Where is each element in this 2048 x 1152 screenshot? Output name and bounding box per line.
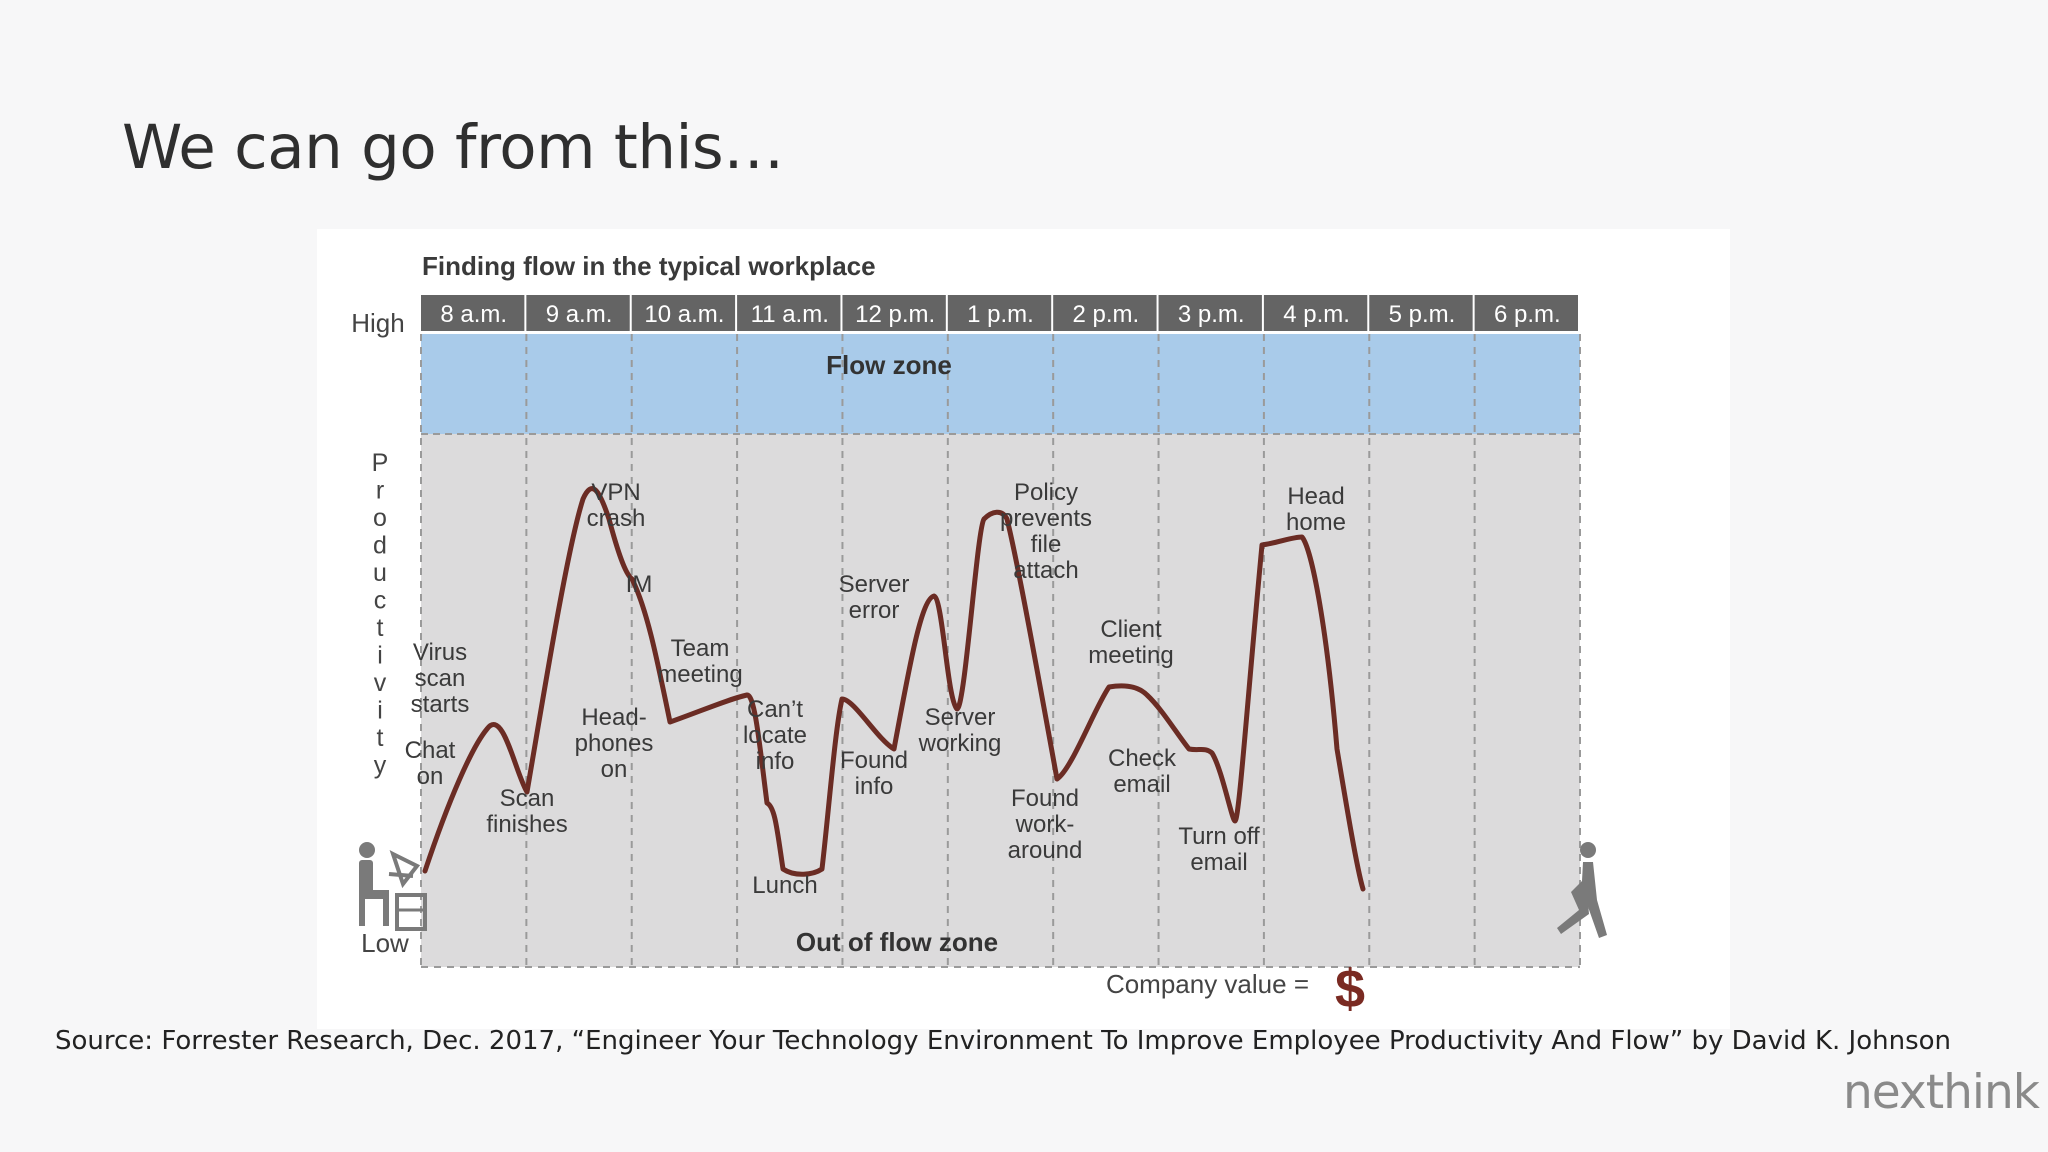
hour-label: 4 p.m. bbox=[1283, 301, 1350, 328]
annotation-cant-locate-info: locate bbox=[743, 722, 807, 749]
y-axis-letter: v bbox=[374, 669, 387, 697]
source-citation: Source: Forrester Research, Dec. 2017, “… bbox=[55, 1026, 1951, 1056]
person-leaving-icon bbox=[1557, 842, 1607, 938]
hour-label: 5 p.m. bbox=[1389, 301, 1456, 328]
annotation-turn-off-email: Turn off bbox=[1178, 823, 1260, 850]
hour-label: 8 a.m. bbox=[440, 301, 507, 328]
company-value-label: Company value = bbox=[1106, 969, 1309, 999]
hour-header-cell bbox=[1369, 295, 1473, 331]
hour-label: 2 p.m. bbox=[1073, 301, 1140, 328]
annotation-policy-prevents: prevents bbox=[1000, 505, 1092, 532]
hour-header-cell bbox=[1263, 295, 1368, 331]
annotation-lunch: Lunch bbox=[752, 872, 817, 899]
hour-label: 6 p.m. bbox=[1494, 301, 1561, 328]
hour-header-cell bbox=[947, 295, 1052, 331]
y-axis-letter: c bbox=[374, 587, 387, 615]
annotation-chat-on: on bbox=[417, 763, 444, 790]
y-axis-productivity-label: Productivity bbox=[372, 449, 389, 780]
annotation-virus-scan: starts bbox=[411, 691, 470, 718]
annotation-im: IM bbox=[626, 571, 653, 598]
annotation-headphones-on: phones bbox=[575, 730, 654, 757]
annotation-team-meeting: Team bbox=[671, 635, 730, 662]
hour-header-cell bbox=[842, 295, 946, 331]
annotation-policy-prevents: attach bbox=[1013, 557, 1078, 584]
flow-zone-band bbox=[421, 334, 1580, 434]
person-at-desk-icon bbox=[359, 842, 427, 931]
hour-header-cell bbox=[1474, 295, 1578, 331]
hour-header-cell bbox=[1158, 295, 1262, 331]
annotation-found-workaround: Found bbox=[1011, 785, 1079, 812]
annotation-server-working: Server bbox=[925, 704, 996, 731]
annotation-client-meeting: meeting bbox=[1088, 642, 1173, 669]
hour-label: 10 a.m. bbox=[644, 301, 724, 328]
annotation-head-home: home bbox=[1286, 509, 1346, 536]
annotation-vpn-crash: crash bbox=[587, 505, 646, 532]
flow-zone-label: Flow zone bbox=[826, 350, 952, 380]
annotation-server-error: error bbox=[849, 597, 900, 624]
y-axis-letter: P bbox=[372, 449, 389, 477]
y-axis-letter: u bbox=[373, 559, 387, 587]
annotation-client-meeting: Client bbox=[1100, 616, 1162, 643]
hour-header-row: 8 a.m. 9 a.m. 10 a.m. 11 a.m. 12 p.m. 1 p.m. 2… bbox=[421, 295, 1578, 331]
dollar-icon: $ bbox=[1335, 959, 1365, 1019]
hour-label: 12 p.m. bbox=[855, 301, 935, 328]
annotation-team-meeting: meeting bbox=[657, 661, 742, 688]
annotation-headphones-on: Head- bbox=[581, 704, 646, 731]
event-annotations: VirusscanstartsChatonScanfinishesVPNcras… bbox=[405, 479, 1346, 899]
y-axis-letter: i bbox=[377, 697, 383, 725]
annotation-found-workaround: work- bbox=[1015, 811, 1075, 838]
annotation-virus-scan: scan bbox=[415, 665, 466, 692]
hour-label: 9 a.m. bbox=[546, 301, 613, 328]
annotation-vpn-crash: VPN bbox=[591, 479, 640, 506]
annotation-server-working: working bbox=[918, 730, 1002, 757]
y-axis-low-label: Low bbox=[361, 928, 409, 958]
hour-header-cell bbox=[421, 295, 525, 331]
y-axis-high-label: High bbox=[351, 308, 404, 338]
hour-dividers bbox=[420, 334, 1581, 968]
productivity-curve bbox=[422, 486, 1366, 892]
y-axis-letter: t bbox=[377, 724, 384, 752]
annotation-found-workaround: around bbox=[1008, 837, 1083, 864]
y-axis-letter: t bbox=[377, 614, 384, 642]
annotation-cant-locate-info: info bbox=[756, 748, 795, 775]
hour-label: 11 a.m. bbox=[751, 301, 829, 328]
annotation-policy-prevents: Policy bbox=[1014, 479, 1078, 506]
annotation-virus-scan: Virus bbox=[413, 639, 467, 666]
hour-header-cell bbox=[737, 295, 841, 331]
y-axis-letter: o bbox=[373, 504, 387, 532]
productivity-flow-figure: Finding flow in the typical workplace 8 … bbox=[317, 229, 1730, 1029]
y-axis-letter: r bbox=[376, 477, 384, 505]
out-of-flow-zone-label: Out of flow zone bbox=[796, 927, 998, 957]
annotation-found-info: info bbox=[855, 773, 894, 800]
nexthink-logo: nexthink bbox=[1843, 1065, 2040, 1120]
flow-diagram: Finding flow in the typical workplace 8 … bbox=[351, 251, 1607, 1019]
figure-title: Finding flow in the typical workplace bbox=[422, 251, 876, 281]
annotation-found-info: Found bbox=[840, 747, 908, 774]
annotation-policy-prevents: file bbox=[1031, 531, 1062, 558]
annotation-scan-finishes: finishes bbox=[486, 811, 567, 838]
annotation-head-home: Head bbox=[1287, 483, 1344, 510]
hour-label: 3 p.m. bbox=[1178, 301, 1245, 328]
annotation-turn-off-email: email bbox=[1190, 849, 1247, 876]
y-axis-letter: i bbox=[377, 642, 383, 670]
hour-label: 1 p.m. bbox=[967, 301, 1034, 328]
annotation-check-email: Check bbox=[1108, 745, 1177, 772]
y-axis-letter: d bbox=[373, 532, 387, 560]
y-axis-letter: y bbox=[374, 752, 387, 780]
annotation-scan-finishes: Scan bbox=[500, 785, 555, 812]
hour-header-cell bbox=[1053, 295, 1157, 331]
annotation-headphones-on: on bbox=[601, 756, 628, 783]
annotation-cant-locate-info: Can’t bbox=[747, 696, 803, 723]
annotation-server-error: Server bbox=[839, 571, 910, 598]
hour-header-cell bbox=[526, 295, 630, 331]
out-of-flow-zone-area bbox=[421, 434, 1580, 967]
annotation-chat-on: Chat bbox=[405, 737, 456, 764]
annotation-check-email: email bbox=[1113, 771, 1170, 798]
hour-header-cell bbox=[631, 295, 736, 331]
slide-title: We can go from this… bbox=[122, 112, 784, 183]
